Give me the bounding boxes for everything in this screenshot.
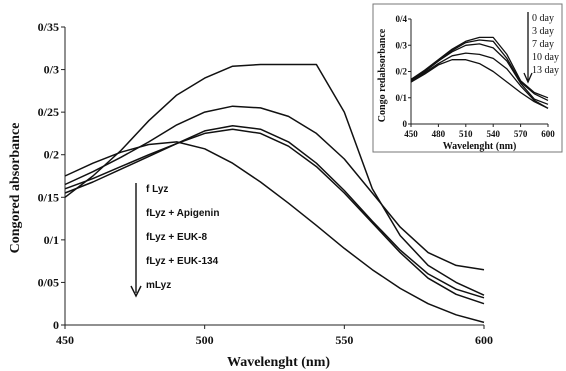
inset-x-tick-label: 600 [541, 129, 555, 139]
y-tick-label: 0/05 [38, 275, 59, 289]
series-line-4 [64, 128, 485, 305]
inset-x-tick-label: 480 [432, 129, 446, 139]
inset-series-line-1 [410, 59, 549, 109]
inset-legend-arrow-head [523, 72, 533, 84]
y-tick-label: 0/25 [38, 105, 59, 119]
inset-legend-entry: 13 day [532, 65, 559, 76]
legend-entry: f Lyz [146, 184, 168, 195]
y-tick-label: 0 [53, 318, 59, 332]
y-axis-title: Congored absorbance [8, 123, 23, 254]
legend-entry: mLyz [146, 280, 171, 291]
inset-x-tick-label: 570 [514, 129, 528, 139]
series-line-2 [64, 105, 485, 271]
series-line-3 [64, 125, 485, 299]
x-axis-title: Wavelenght (nm) [227, 355, 330, 370]
inset-legend-entry: 0 day [532, 13, 554, 24]
inset-x-tick-label: 510 [459, 129, 473, 139]
inset-y-tick-label: 0/2 [395, 67, 407, 77]
x-tick-label: 550 [335, 333, 353, 347]
y-tick-label: 0/3 [44, 63, 59, 77]
inset-legend-entry: 7 day [532, 39, 554, 50]
inset-frame [372, 3, 563, 153]
inset-y-tick-label: 0/3 [395, 40, 407, 50]
x-tick-label: 450 [56, 333, 74, 347]
x-tick-label: 500 [196, 333, 214, 347]
main-chart: 0 0/05 0/1 0/15 0/2 0/25 0/3 0/35 450 500 550 600 Wa… [8, 20, 493, 370]
legend-arrow-head [130, 285, 142, 298]
inset-x-axis-title: Wavelenght (nm) [443, 141, 517, 152]
y-tick-label: 0/1 [44, 233, 59, 247]
inset-legend-entry: 3 day [532, 26, 554, 37]
legend-entry: fLyz + Apigenin [146, 208, 219, 219]
inset-y-axis-title: Congo redabsorbance [377, 28, 388, 122]
inset-x-tick-label: 540 [486, 129, 500, 139]
x-tick-label: 600 [475, 333, 493, 347]
y-tick-label: 0/35 [38, 20, 59, 34]
inset-legend-entry: 10 day [532, 52, 559, 63]
series-line-1 [64, 63, 485, 296]
legend-entry: fLyz + EUK-8 [146, 232, 207, 243]
inset-y-tick-label: 0/1 [395, 93, 407, 103]
inset-y-tick-label: 0 [403, 119, 408, 129]
inset-series-line-2 [410, 52, 549, 109]
series-line-5 [64, 141, 485, 324]
inset-series-line-4 [410, 39, 549, 101]
inset-x-tick-label: 450 [404, 129, 418, 139]
inset-y-tick-label: 0/4 [395, 14, 407, 24]
inset-chart: 0 0/1 0/2 0/3 0/4 450 480 510 540 570 600 Wavelengh… [372, 3, 563, 153]
legend-entry: fLyz + EUK-134 [146, 256, 219, 267]
inset-series-line-5 [410, 36, 549, 99]
y-tick-label: 0/2 [44, 148, 59, 162]
y-tick-label: 0/15 [38, 190, 59, 204]
